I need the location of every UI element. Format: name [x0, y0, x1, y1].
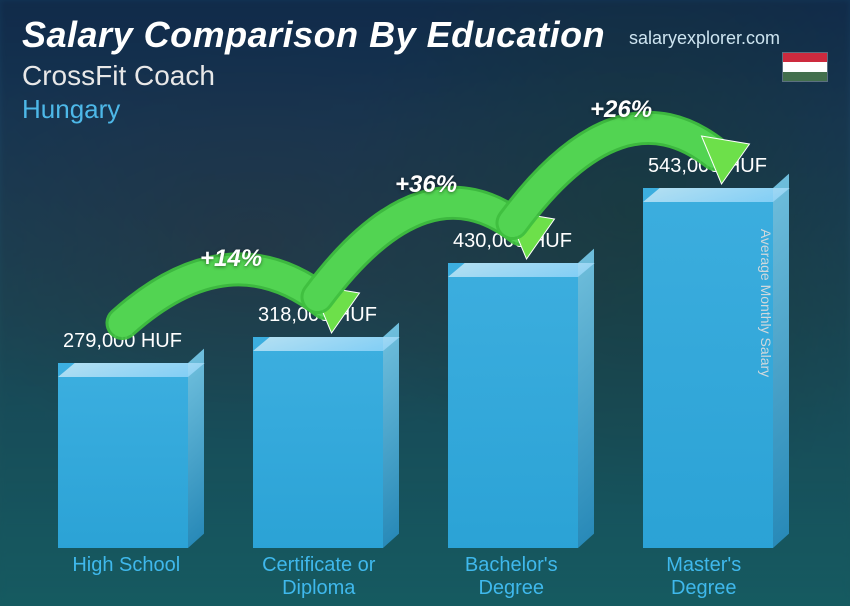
country-flag-icon [782, 52, 828, 82]
increase-label: +14% [200, 245, 262, 273]
brand-label: salaryexplorer.com [629, 28, 780, 49]
increase-arcs [30, 135, 800, 606]
job-title: CrossFit Coach [22, 60, 828, 92]
country-name: Hungary [22, 94, 828, 125]
salary-bar-chart: 279,000 HUF 318,000 HUF 430,000 HUF 543,… [30, 135, 800, 606]
y-axis-label: Average Monthly Salary [758, 229, 774, 377]
increase-label: +36% [395, 171, 457, 199]
